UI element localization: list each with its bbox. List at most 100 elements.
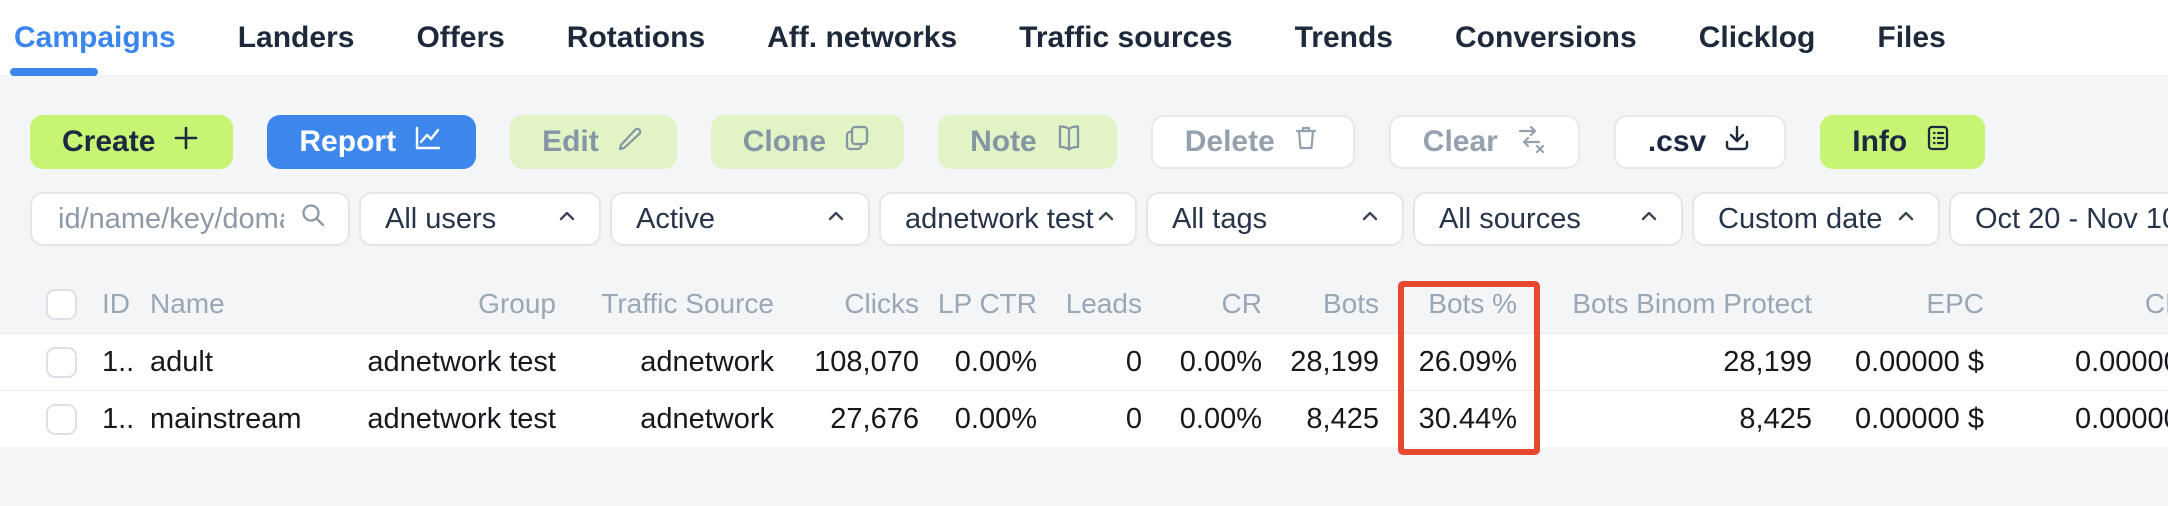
column-header-group[interactable]: Group [478,288,556,319]
clear-button-label: Clear [1422,125,1498,158]
cell-clicks: 108,070 [814,345,919,378]
sources-dropdown[interactable]: All sources [1413,192,1683,246]
tags-dropdown[interactable]: All tags [1146,192,1404,246]
users-dropdown-value: All users [385,202,497,235]
info-button[interactable]: Info [1820,115,1986,169]
users-dropdown[interactable]: All users [359,192,601,246]
tab-landers[interactable]: Landers [237,20,355,54]
pencil-icon [615,123,645,161]
row-select-cell [0,346,78,378]
cell-id: 1.. [102,402,133,435]
tab-conversions[interactable]: Conversions [1454,20,1637,54]
cell-cr: 0.00% [1179,345,1262,378]
chevron-up-icon [1358,203,1382,236]
column-header-leads[interactable]: Leads [1065,288,1142,319]
clone-button-label: Clone [742,125,827,158]
cell-traffic-source: adnetwork [640,345,774,378]
column-header-name[interactable]: Name [150,288,225,319]
cell-cr: 0.00% [1179,402,1262,435]
create-button[interactable]: Create [30,115,234,169]
cell-bots-binom-protect: 28,199 [1723,345,1812,378]
cell-cpc: 0.00000 $ [2074,345,2168,378]
clear-filter-icon [1514,122,1546,162]
column-header-bots[interactable]: Bots [1322,288,1379,319]
date-mode-dropdown[interactable]: Custom date [1692,192,1940,246]
cell-group: adnetwork test [367,402,556,435]
cell-name: mainstream [150,402,302,435]
column-header-id[interactable]: ID [102,288,130,319]
column-header-epc[interactable]: EPC [1926,288,1984,319]
cell-traffic-source: adnetwork [640,402,774,435]
table-header-row: ID Name Group Traffic Source Clicks LP C… [0,275,2168,333]
cell-bots-binom-protect: 8,425 [1739,402,1812,435]
select-all-cell [0,288,78,320]
column-header-bots-percent[interactable]: Bots % [1428,288,1517,319]
campaigns-table: ID Name Group Traffic Source Clicks LP C… [0,275,2168,455]
row-checkbox[interactable] [46,346,77,378]
cell-bots: 8,425 [1306,402,1379,435]
copy-icon [842,123,872,161]
book-icon [1053,123,1085,161]
table-row-adult[interactable]: 1.. adult adnetwork test adnetwork 108,0… [0,333,2168,390]
cell-clicks: 27,676 [830,402,919,435]
tab-traffic-sources[interactable]: Traffic sources [1019,20,1233,54]
edit-button-label: Edit [542,125,599,158]
table-row-mainstream[interactable]: 1.. mainstream adnetwork test adnetwork … [0,390,2168,447]
cell-epc: 0.00000 $ [1854,402,1984,435]
tab-aff-networks[interactable]: Aff. networks [767,20,958,54]
cell-bots: 28,199 [1290,345,1379,378]
column-header-lp-ctr[interactable]: LP CTR [937,288,1037,319]
delete-button-label: Delete [1184,125,1275,158]
note-button-label: Note [970,125,1037,158]
tab-trends[interactable]: Trends [1294,20,1393,54]
info-button-label: Info [1852,125,1908,158]
row-checkbox[interactable] [46,403,77,435]
cell-lp-ctr: 0.00% [954,345,1037,378]
chevron-up-icon [1094,203,1118,236]
column-header-bots-binom-protect[interactable]: Bots Binom Protect [1572,288,1812,319]
trash-icon [1291,123,1321,161]
search-icon [298,200,328,238]
search-input[interactable] [56,201,286,237]
tags-dropdown-value: All tags [1172,202,1268,235]
filter-bar: All users Active adnetwork test All tags… [30,192,2168,246]
cell-name: adult [150,345,213,378]
tab-rotations[interactable]: Rotations [566,20,706,54]
column-header-clicks[interactable]: Clicks [844,288,919,319]
csv-export-button[interactable]: .csv [1613,115,1787,169]
tab-campaigns[interactable]: Campaigns [10,0,176,76]
download-icon [1722,123,1752,161]
column-header-traffic-source[interactable]: Traffic Source [601,288,774,319]
cell-id: 1.. [102,345,133,378]
cell-cpc: 0.00000 $ [2074,402,2168,435]
tab-offers[interactable]: Offers [416,20,505,54]
chevron-up-icon [1637,203,1661,236]
group-dropdown[interactable]: adnetwork test [879,192,1137,246]
edit-button[interactable]: Edit [510,115,677,169]
delete-button[interactable]: Delete [1150,115,1355,169]
clear-button[interactable]: Clear [1388,115,1580,169]
cell-lp-ctr: 0.00% [954,402,1037,435]
cell-group: adnetwork test [367,345,556,378]
date-range-field[interactable]: Oct 20 - Nov 10 [1949,192,2168,246]
date-mode-dropdown-value: Custom date [1718,202,1883,235]
chevron-up-icon [1894,203,1918,236]
note-button[interactable]: Note [938,115,1117,169]
cell-epc: 0.00000 $ [1854,345,1984,378]
chevron-up-icon [824,203,848,236]
select-all-checkbox[interactable] [46,288,77,320]
status-dropdown[interactable]: Active [610,192,870,246]
plus-icon [171,123,201,161]
search-field[interactable] [30,192,350,246]
report-button[interactable]: Report [267,115,477,169]
tab-clicklog[interactable]: Clicklog [1698,20,1816,54]
clone-button[interactable]: Clone [710,115,905,169]
group-dropdown-value: adnetwork test [905,202,1094,235]
column-header-cpc[interactable]: CPC [2144,288,2168,319]
column-header-cr[interactable]: CR [1221,288,1262,319]
tab-files[interactable]: Files [1877,20,1946,54]
action-toolbar: Create Report Edit Clone Note Delete Cle… [0,76,2168,169]
cell-leads: 0 [1125,402,1142,435]
cell-bots-percent: 30.44% [1418,402,1517,435]
line-chart-icon [412,123,444,161]
